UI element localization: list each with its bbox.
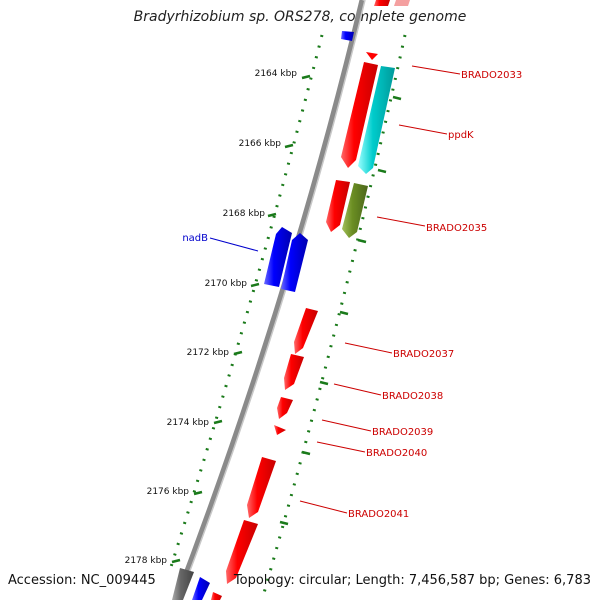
label-brado2035[interactable]: BRADO2035 [376, 216, 487, 234]
label-brado2040[interactable]: BRADO2040 [316, 441, 427, 459]
label-brado2037[interactable]: BRADO2037 [344, 342, 454, 360]
svg-text:BRADO2040: BRADO2040 [366, 448, 427, 459]
svg-text:nadB: nadB [182, 233, 208, 244]
label-ppdk[interactable]: ppdK [398, 124, 474, 141]
scale-tick-2172: 2172 kbp [187, 348, 243, 358]
gene-bottom-red [211, 592, 222, 600]
svg-text:2166 kbp: 2166 kbp [239, 139, 282, 149]
label-nadb[interactable]: nadB [182, 233, 259, 252]
svg-text:2178 kbp: 2178 kbp [125, 556, 168, 566]
gene-brado2039[interactable] [277, 397, 293, 419]
outer-ticks [279, 95, 402, 526]
label-brado2038[interactable]: BRADO2038 [333, 383, 443, 402]
label-brado2033[interactable]: BRADO2033 [411, 65, 522, 81]
scale-tick-2170: 2170 kbp [205, 279, 260, 289]
label-brado2041[interactable]: BRADO2041 [299, 500, 409, 520]
gene-brado2037[interactable] [294, 308, 318, 354]
svg-text:2164 kbp: 2164 kbp [255, 69, 298, 79]
svg-text:BRADO2035: BRADO2035 [426, 223, 487, 234]
gene-brado2040[interactable] [274, 425, 286, 435]
svg-text:BRADO2038: BRADO2038 [382, 391, 443, 402]
svg-text:BRADO2037: BRADO2037 [393, 349, 454, 360]
scale-tick-2174: 2174 kbp [167, 418, 223, 428]
svg-text:2168 kbp: 2168 kbp [223, 209, 266, 219]
svg-text:BRADO2039: BRADO2039 [372, 427, 433, 438]
label-brado2039[interactable]: BRADO2039 [321, 419, 433, 438]
genome-backbone [173, 0, 365, 600]
scale-tick-2176: 2176 kbp [147, 487, 203, 497]
gene-brado2041-a[interactable] [247, 457, 276, 518]
gene-brado2038[interactable] [284, 354, 304, 390]
inner-tick-track [168, 34, 324, 571]
gene-brado2033-marker [366, 52, 378, 60]
gene-brado2033[interactable] [341, 62, 378, 168]
topology-text: Topology: circular; Length: 7,456,587 bp… [233, 573, 591, 588]
gene-nadb-b[interactable] [281, 233, 308, 292]
scale-tick-2166: 2166 kbp [239, 139, 294, 149]
gene-bottom-grey [172, 568, 194, 600]
svg-text:BRADO2033: BRADO2033 [461, 70, 522, 81]
gene-bottom-blue [192, 577, 210, 600]
svg-text:ppdK: ppdK [448, 130, 474, 141]
svg-text:BRADO2041: BRADO2041 [348, 509, 409, 520]
outer-tick-track [260, 34, 407, 600]
gene-ppdk[interactable] [358, 66, 395, 174]
svg-text:2176 kbp: 2176 kbp [147, 487, 190, 497]
top-partial-genes [341, 0, 410, 41]
scale-tick-2168: 2168 kbp [223, 209, 277, 219]
gene-nadb-a[interactable] [264, 227, 292, 287]
gene-brado2041-b[interactable] [226, 520, 258, 584]
svg-text:2170 kbp: 2170 kbp [205, 279, 248, 289]
accession-text: Accession: NC_009445 [8, 573, 156, 588]
gene-brado2035-b[interactable] [342, 183, 368, 238]
scale-tick-2178: 2178 kbp [125, 556, 181, 566]
gene-brado2035-a[interactable] [326, 180, 350, 232]
scale-tick-2164: 2164 kbp [255, 69, 311, 80]
map-title: Bradyrhizobium sp. ORS278, complete geno… [133, 9, 467, 25]
svg-text:2174 kbp: 2174 kbp [167, 418, 210, 428]
svg-text:2172 kbp: 2172 kbp [187, 348, 230, 358]
